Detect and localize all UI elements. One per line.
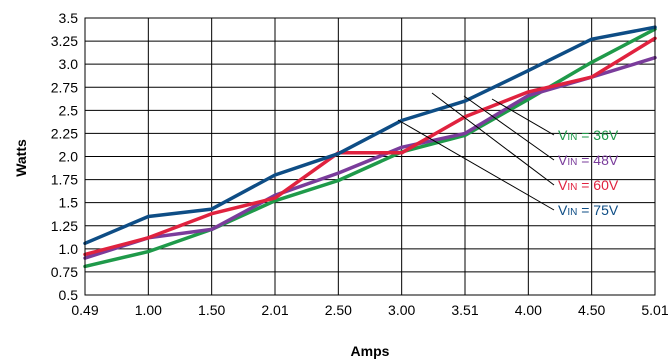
x-tick-label: 5.01 [641,302,668,318]
y-tick-label: 0.75 [51,264,78,280]
x-tick-label: 4.00 [515,302,542,318]
y-tick-label: 2.75 [51,79,78,95]
series-line-1 [83,55,657,260]
x-tick-label: 2.50 [325,302,352,318]
legend-entry-suffix: = 48V [577,152,619,168]
y-axis-ticks: 0.5 0.75 1.0 1.25 1.5 1.75 2.0 2.25 2.5 2.75 3.0 3.… [51,10,78,303]
legend-leader-line [491,98,555,136]
legend-leader-line [397,119,555,211]
series-line-3 [83,25,657,246]
legend-entry-prefix: V [558,177,568,193]
y-tick-label: 1.75 [51,172,78,188]
legend-leader-line [463,95,555,161]
series-line-0 [83,27,657,269]
x-tick-label: 0.49 [71,302,98,318]
legend-entry: VIN = 75V [558,202,619,218]
series-lines [83,25,657,269]
y-axis-title: Watts [13,139,29,177]
x-tick-label: 1.50 [198,302,225,318]
legend-entry-suffix: = 60V [577,177,619,193]
legend-entry: VIN = 36V [558,127,619,143]
legend-entry-prefix: V [558,127,568,143]
legend-entry-prefix: V [558,202,568,218]
plot-frame [84,17,656,296]
x-tick-label: 2.01 [261,302,288,318]
x-tick-label: 3.51 [451,302,478,318]
legend-entry-subscript: IN [567,207,577,218]
x-tick-label: 3.00 [388,302,415,318]
y-tick-label: 0.5 [59,287,79,303]
y-tick-label: 3.5 [59,10,79,26]
legend-entry: VIN = 60V [558,177,619,193]
series-line-2 [83,36,657,257]
y-tick-label: 2.25 [51,125,78,141]
x-axis-ticks: 0.49 1.00 1.50 2.01 2.50 3.00 3.51 4.00 4.50 5.01 [71,302,668,318]
legend-entry-suffix: = 36V [577,127,619,143]
legend-entry-subscript: IN [567,157,577,168]
legend-entry-suffix: = 75V [577,202,619,218]
y-tick-label: 1.0 [59,241,79,257]
legend-leader-line [431,92,555,186]
legend-entry-subscript: IN [567,182,577,193]
x-tick-label: 1.00 [135,302,162,318]
y-tick-label: 2.5 [59,102,79,118]
y-tick-label: 3.25 [51,33,78,49]
legend-entry-subscript: IN [567,132,577,143]
legend-entry: VIN = 48V [558,152,619,168]
y-tick-label: 2.0 [59,149,79,165]
legend-leader-lines [397,92,555,211]
x-tick-label: 4.50 [578,302,605,318]
y-tick-label: 1.5 [59,195,79,211]
y-tick-label: 3.0 [59,56,79,72]
x-axis-title: Amps [351,343,390,359]
y-tick-label: 1.25 [51,218,78,234]
legend-entry-prefix: V [558,152,568,168]
